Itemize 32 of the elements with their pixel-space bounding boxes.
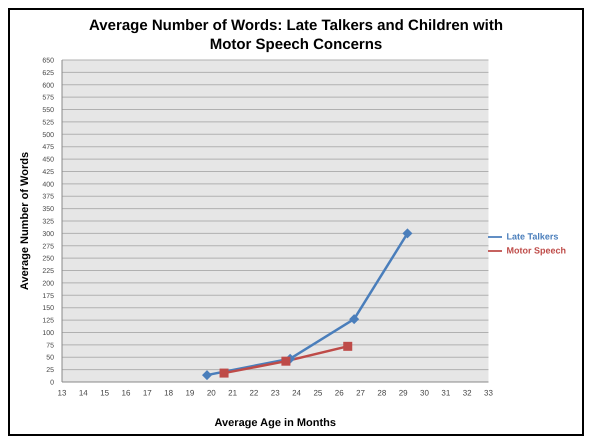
legend-label: Motor Speech bbox=[506, 245, 566, 256]
point bbox=[402, 228, 412, 238]
x-tick-label: 22 bbox=[249, 388, 259, 398]
point bbox=[349, 314, 360, 324]
point bbox=[220, 368, 229, 378]
x-tick-label: 25 bbox=[313, 388, 323, 398]
point bbox=[202, 370, 212, 380]
x-tick-label: 33 bbox=[484, 388, 494, 398]
x-tick-label: 21 bbox=[228, 388, 238, 398]
x-tick-label: 14 bbox=[78, 388, 88, 398]
x-tick-label: 13 bbox=[58, 388, 67, 398]
x-tick-label: 20 bbox=[206, 388, 216, 398]
point bbox=[281, 356, 290, 366]
x-tick-label: 17 bbox=[142, 388, 152, 398]
x-tick-label: 26 bbox=[334, 388, 344, 398]
x-tick-label: 30 bbox=[420, 388, 430, 398]
x-tick-label: 18 bbox=[164, 388, 174, 398]
x-axis-title: Average Age in Months bbox=[214, 417, 336, 429]
x-tick-label: 32 bbox=[462, 388, 472, 398]
x-tick-label: 15 bbox=[100, 388, 110, 398]
point bbox=[343, 342, 352, 351]
x-tick-label: 24 bbox=[292, 388, 302, 398]
chart-title: Average Number of Words: Late Talkers and Children with Motor Speech Concerns bbox=[88, 16, 504, 54]
x-tick-label: 27 bbox=[356, 388, 366, 398]
y-axis-title: Average Number of Words bbox=[18, 152, 31, 290]
x-tick-label: 31 bbox=[441, 388, 451, 398]
x-tick-label: 28 bbox=[377, 388, 387, 398]
x-tick-label: 16 bbox=[122, 388, 131, 398]
x-tick-label: 23 bbox=[270, 388, 280, 398]
x-tick-label: 19 bbox=[185, 388, 195, 398]
x-tick-label: 29 bbox=[398, 388, 408, 398]
legend-label: Late Talkers bbox=[506, 231, 558, 242]
